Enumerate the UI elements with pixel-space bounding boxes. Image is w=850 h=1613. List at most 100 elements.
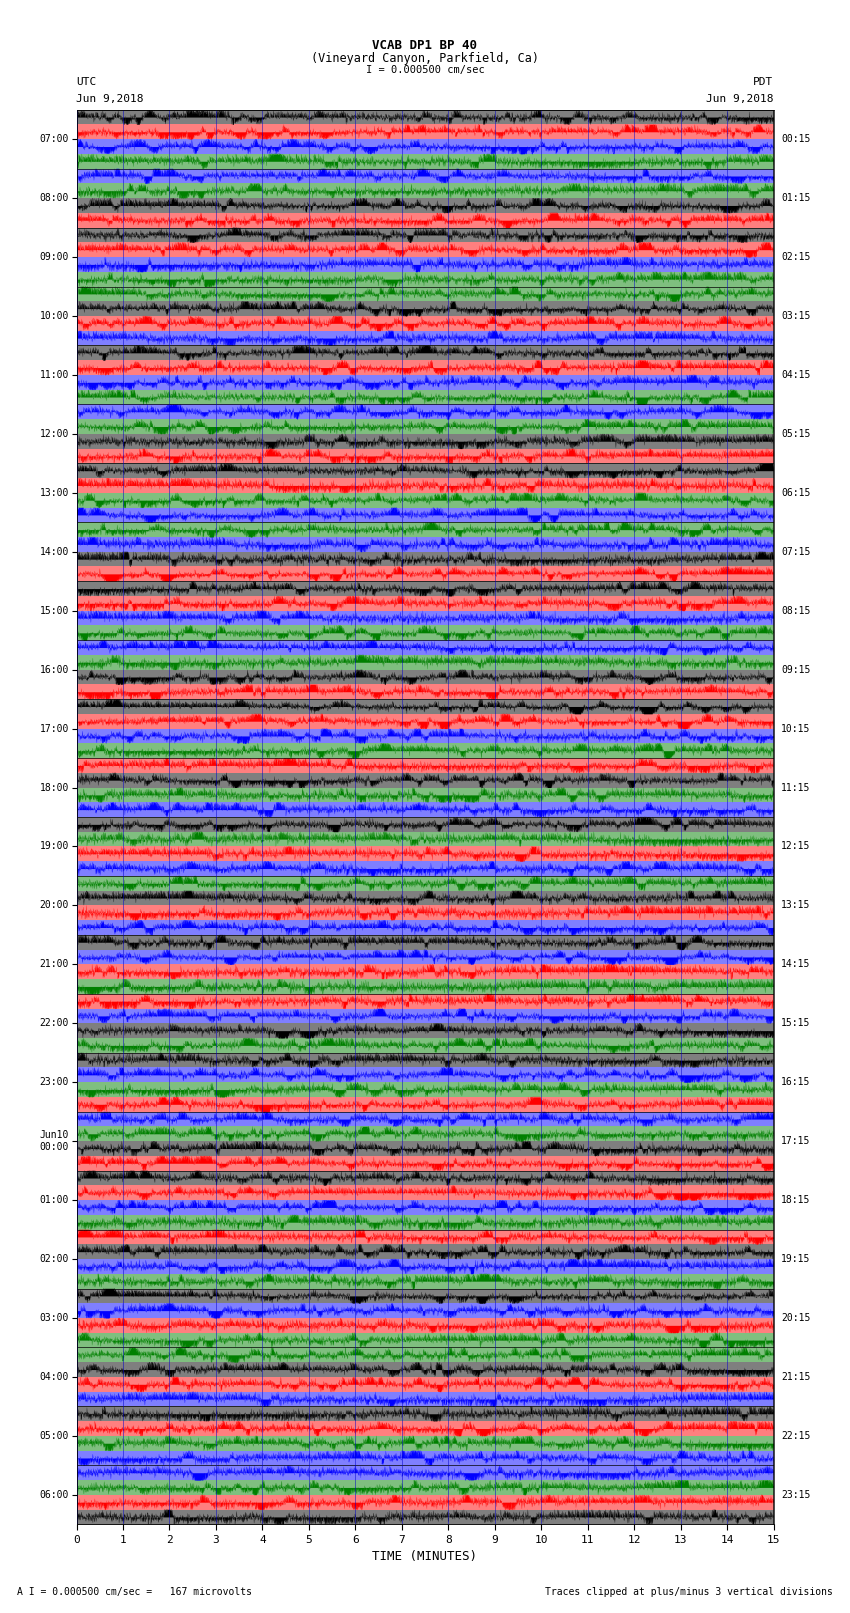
Bar [76,1303,774,1318]
Bar [76,1111,774,1126]
Bar [76,818,774,832]
Bar [76,110,774,124]
Bar [76,1260,774,1274]
Bar [76,950,774,965]
Bar [76,360,774,374]
Text: A I = 0.000500 cm/sec =   167 microvolts: A I = 0.000500 cm/sec = 167 microvolts [17,1587,252,1597]
Bar [76,153,774,169]
Bar [76,861,774,876]
Bar [76,331,774,345]
Bar [76,184,774,198]
Bar [76,390,774,405]
Bar [76,287,774,302]
Bar [76,581,774,595]
Bar [76,1495,774,1510]
Bar [76,227,774,242]
Bar [76,448,774,463]
Bar [76,523,774,537]
X-axis label: TIME (MINUTES): TIME (MINUTES) [372,1550,478,1563]
Bar [76,1481,774,1495]
Bar [76,1450,774,1465]
Bar [76,508,774,523]
Bar [76,698,774,715]
Bar [76,198,774,213]
Bar [76,1008,774,1023]
Bar [76,169,774,184]
Bar [76,345,774,360]
Text: (Vineyard Canyon, Parkfield, Ca): (Vineyard Canyon, Parkfield, Ca) [311,52,539,65]
Bar [76,1140,774,1157]
Bar [76,1378,774,1392]
Bar [76,1421,774,1436]
Bar [76,1436,774,1450]
Bar [76,1318,774,1332]
Bar [76,1126,774,1140]
Bar [76,124,774,139]
Bar [76,640,774,655]
Text: Traces clipped at plus/minus 3 vertical divisions: Traces clipped at plus/minus 3 vertical … [545,1587,833,1597]
Bar [76,919,774,936]
Bar [76,832,774,847]
Bar [76,302,774,316]
Bar [76,1097,774,1111]
Bar [76,936,774,950]
Bar [76,537,774,552]
Bar [76,787,774,802]
Bar [76,1068,774,1082]
Bar [76,1274,774,1289]
Bar [76,242,774,256]
Bar [76,374,774,390]
Bar [76,684,774,698]
Bar [76,626,774,640]
Bar [76,1082,774,1097]
Bar [76,316,774,331]
Bar [76,1157,774,1171]
Bar [76,715,774,729]
Bar [76,419,774,434]
Bar [76,1229,774,1244]
Bar [76,1332,774,1347]
Bar [76,434,774,448]
Bar [76,847,774,861]
Bar [76,213,774,227]
Bar [76,494,774,508]
Bar [76,1289,774,1303]
Bar [76,1186,774,1200]
Bar [76,1510,774,1524]
Bar [76,1244,774,1260]
Bar [76,477,774,494]
Bar [76,1200,774,1215]
Bar [76,1039,774,1053]
Bar [76,1215,774,1229]
Text: Jun 9,2018: Jun 9,2018 [76,94,144,103]
Bar [76,1363,774,1378]
Bar [76,876,774,890]
Bar [76,1407,774,1421]
Bar [76,890,774,905]
Bar [76,256,774,271]
Bar [76,979,774,994]
Bar [76,994,774,1008]
Bar [76,655,774,669]
Bar [76,744,774,758]
Bar [76,271,774,287]
Bar [76,669,774,684]
Bar [76,595,774,611]
Text: UTC: UTC [76,77,97,87]
Bar [76,405,774,419]
Text: I = 0.000500 cm/sec: I = 0.000500 cm/sec [366,65,484,74]
Bar [76,1392,774,1407]
Bar [76,965,774,979]
Bar [76,463,774,477]
Bar [76,773,774,787]
Bar [76,1023,774,1039]
Text: VCAB DP1 BP 40: VCAB DP1 BP 40 [372,39,478,52]
Bar [76,802,774,818]
Bar [76,552,774,566]
Bar [76,1465,774,1481]
Bar [76,139,774,153]
Bar [76,1347,774,1363]
Bar [76,566,774,581]
Text: PDT: PDT [753,77,774,87]
Bar [76,758,774,773]
